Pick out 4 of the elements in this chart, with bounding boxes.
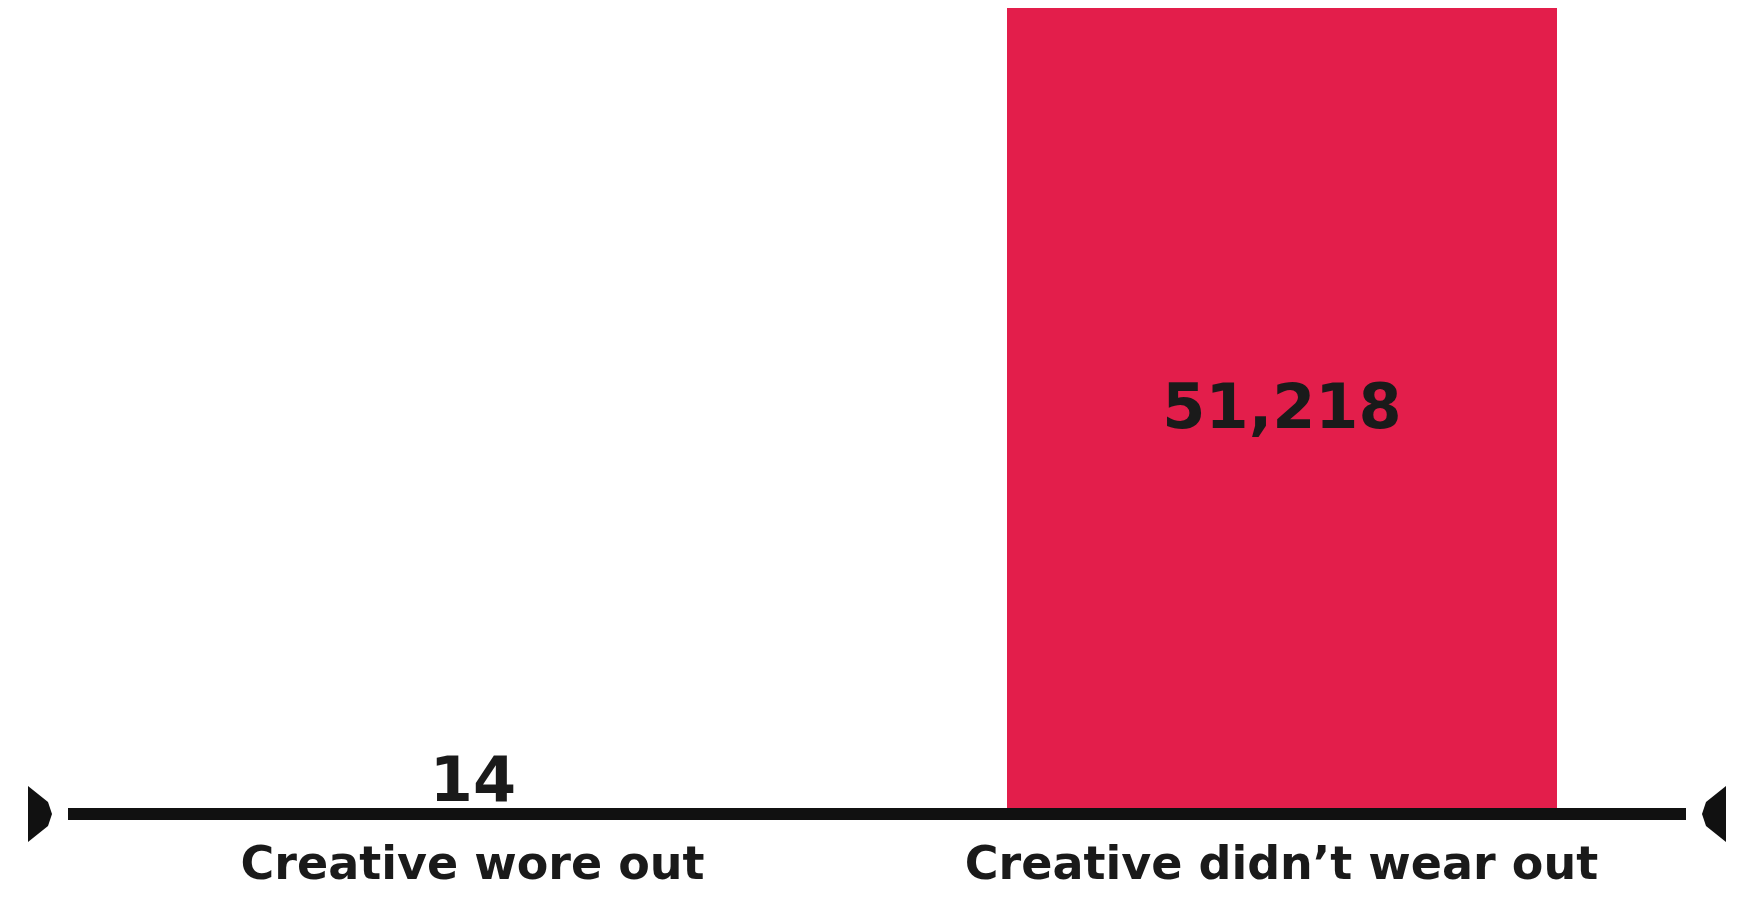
data-label: 14 bbox=[429, 742, 517, 816]
x-tick-label: Creative wore out bbox=[240, 835, 705, 890]
data-label: 51,218 bbox=[1162, 370, 1402, 444]
x-tick-label: Creative didn’t wear out bbox=[964, 835, 1599, 890]
